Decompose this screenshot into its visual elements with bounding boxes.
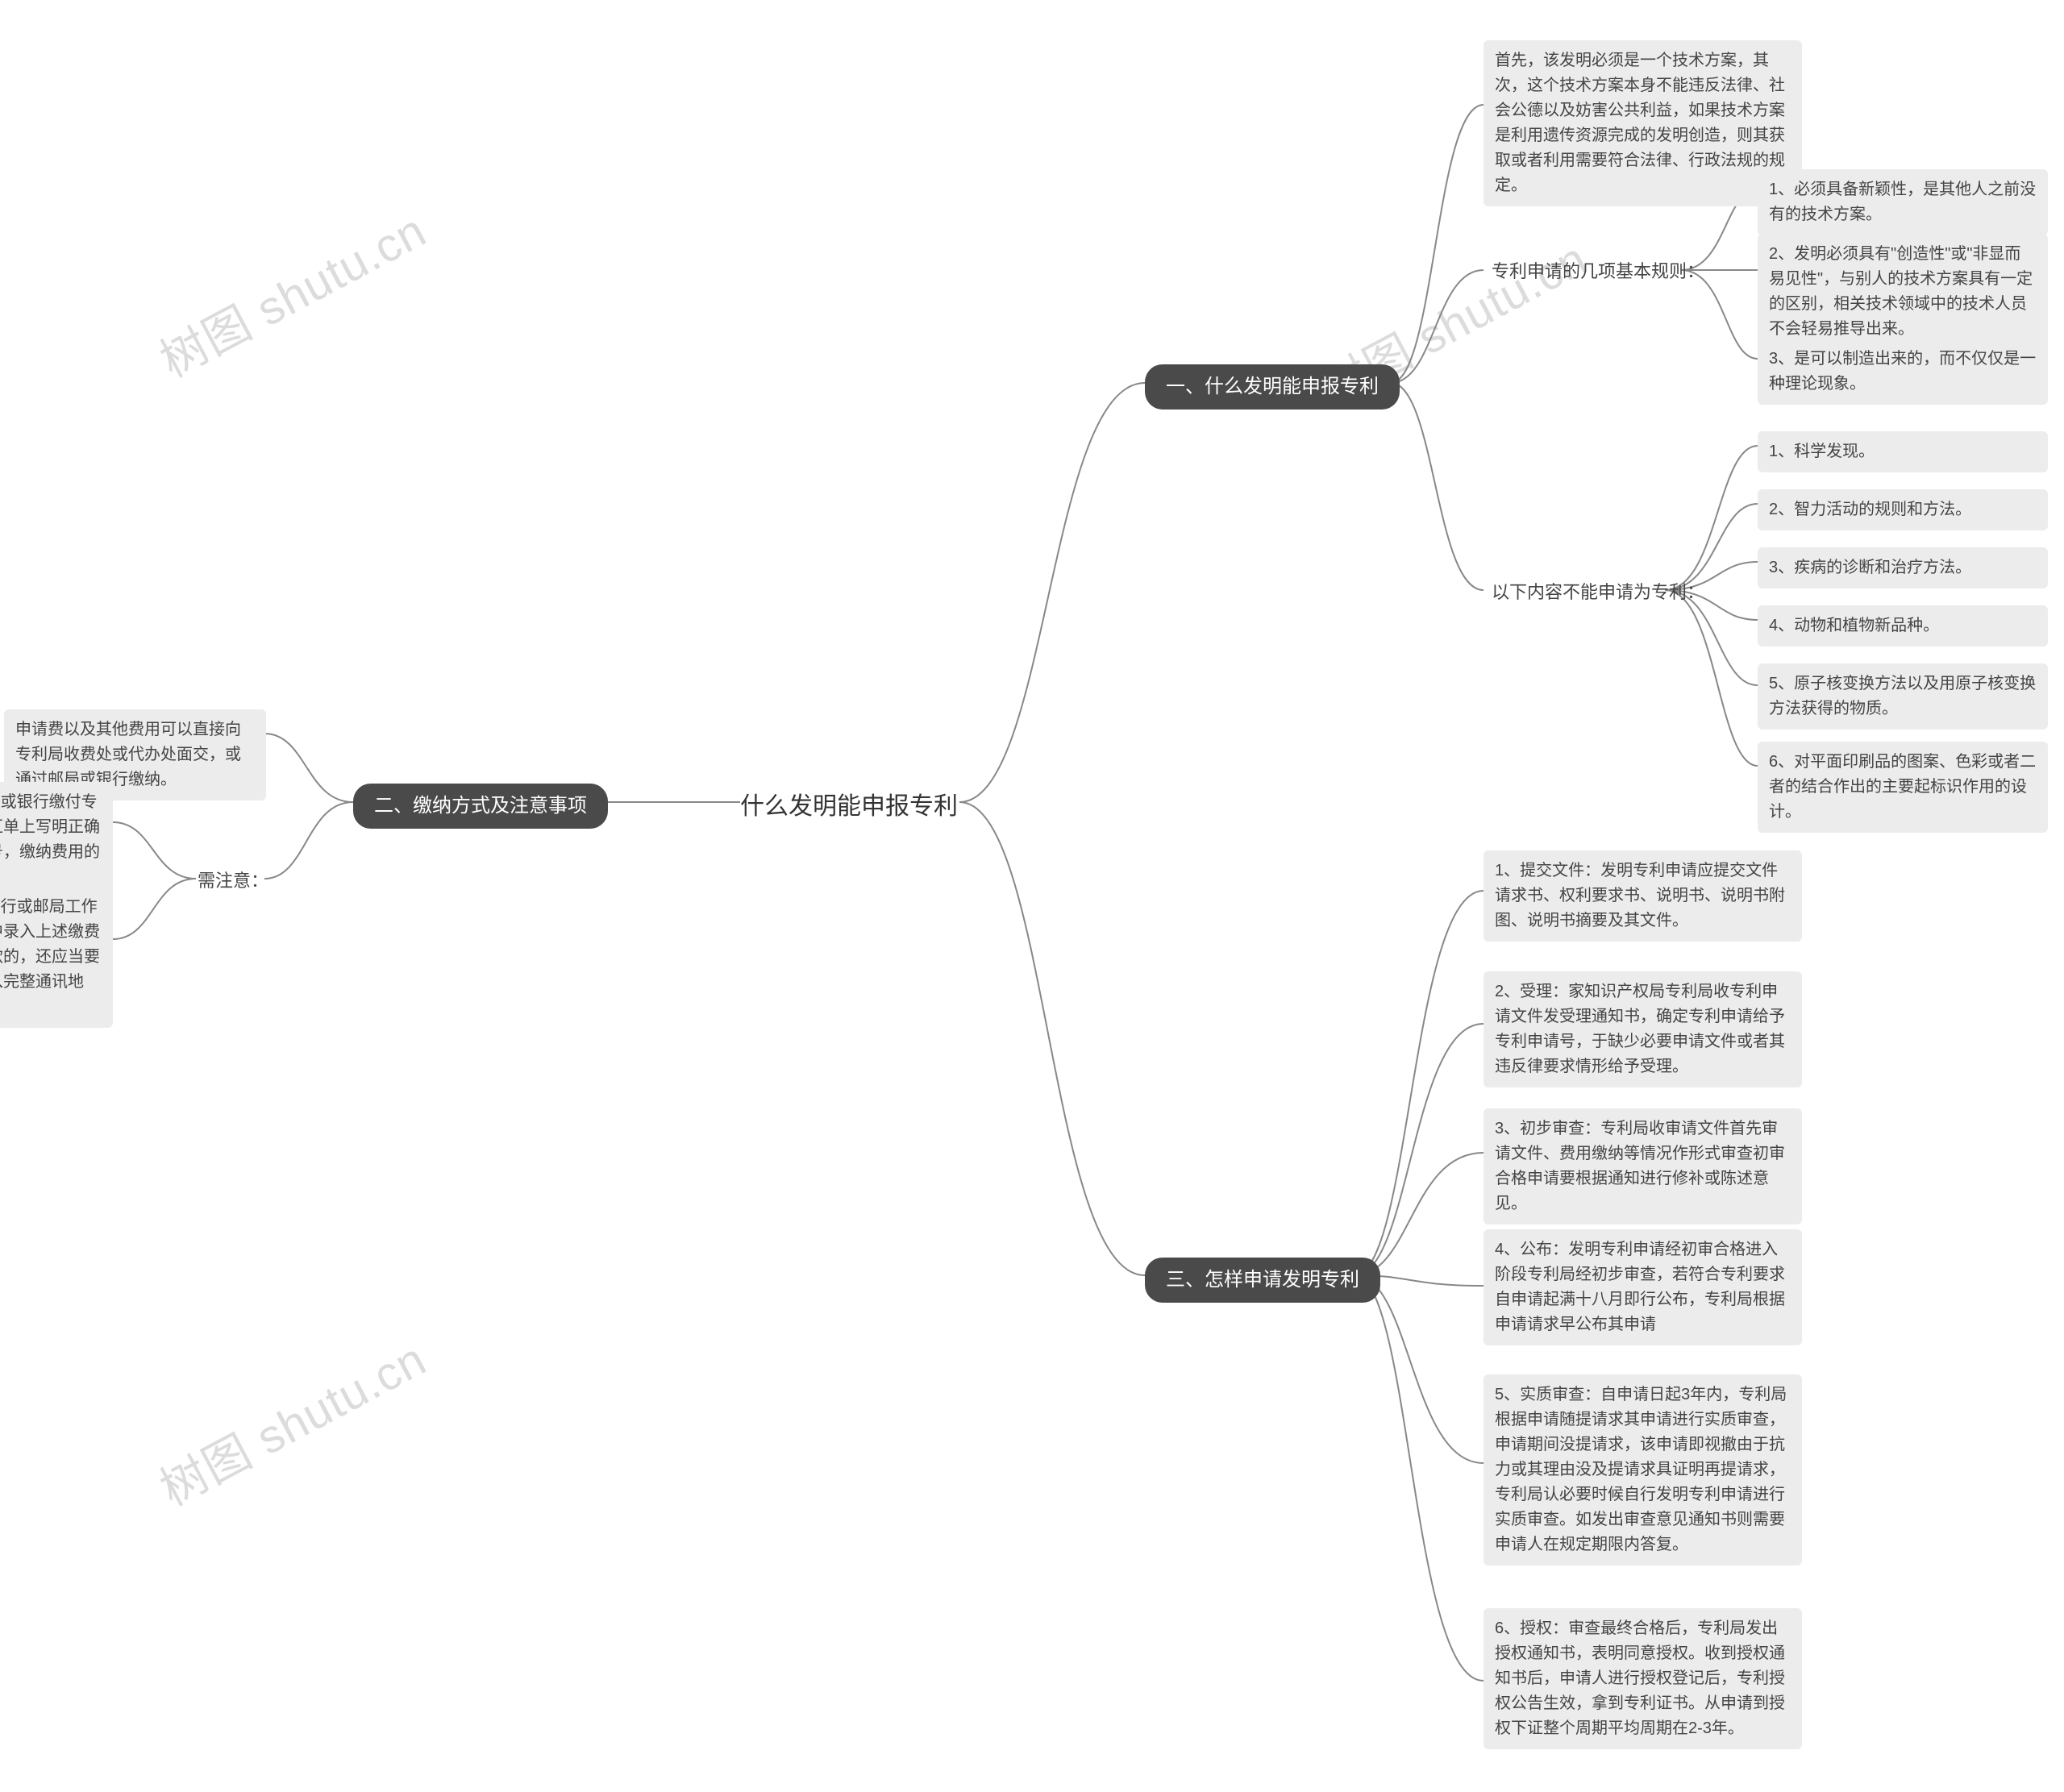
step-4-text: 4、公布：发明专利申请经初审合格进入阶段专利局经初步审查，若符合专利要求自申请起…	[1495, 1241, 1785, 1333]
exclude-2: 2、智力活动的规则和方法。	[1758, 489, 2048, 530]
section2-fee-text: 申请费以及其他费用可以直接向专利局收费处或代办处面交，或通过邮局或银行缴纳。	[15, 721, 241, 788]
rule-1: 1、必须具备新颖性，是其他人之前没有的技术方案。	[1758, 169, 2048, 235]
section3-pill: 三、怎样申请发明专利	[1145, 1258, 1380, 1303]
watermark: 树图 shutu.cn	[146, 1322, 435, 1519]
notice-label: 需注意：	[198, 867, 268, 894]
rule-3-text: 3、是可以制造出来的，而不仅仅是一种理论现象。	[1769, 350, 2036, 393]
exclude-6-text: 6、对平面印刷品的图案、色彩或者二者的结合作出的主要起标识作用的设计。	[1769, 753, 2036, 821]
section1-intro-text: 首先，该发明必须是一个技术方案，其次，这个技术方案本身不能违反法律、社会公德以及…	[1495, 52, 1785, 194]
notice-2: 2.汇款人应当要求银行或邮局工作人员在汇款附言栏中录入上述缴费信息，通过邮局汇款…	[0, 887, 113, 1028]
exclude-4-text: 4、动物和植物新品种。	[1769, 617, 1939, 634]
step-5-text: 5、实质审查：自申请日起3年内，专利局根据申请随提请求其申请进行实质审查，申请期…	[1495, 1386, 1787, 1553]
exclude-5: 5、原子核变换方法以及用原子核变换方法获得的物质。	[1758, 663, 2048, 730]
notice-label-text: 需注意：	[198, 871, 268, 891]
watermark: 树图 shutu.cn	[146, 193, 435, 390]
rule-3: 3、是可以制造出来的，而不仅仅是一种理论现象。	[1758, 339, 2048, 405]
exclude-label: 以下内容不能申请为专利：	[1492, 579, 1704, 605]
section1-title: 一、什么发明能申报专利	[1166, 376, 1379, 397]
rule-2: 2、发明必须具有"创造性"或"非显而易见性"，与别人的技术方案具有一定的区别，相…	[1758, 234, 2048, 350]
notice-2-text: 2.汇款人应当要求银行或邮局工作人员在汇款附言栏中录入上述缴费信息，通过邮局汇款…	[0, 898, 100, 1016]
mindmap-canvas: 树图 shutu.cn 树图 shutu.cn 树图 shutu.cn	[0, 0, 2064, 1792]
rules-label: 专利申请的几项基本规则：	[1492, 258, 1704, 285]
step-6-text: 6、授权：审查最终合格后，专利局发出授权通知书，表明同意授权。收到授权通知书后，…	[1495, 1619, 1785, 1737]
exclude-1: 1、科学发现。	[1758, 431, 2048, 472]
section2-pill: 二、缴纳方式及注意事项	[353, 784, 608, 829]
exclude-3: 3、疾病的诊断和治疗方法。	[1758, 547, 2048, 588]
rule-2-text: 2、发明必须具有"创造性"或"非显而易见性"，与别人的技术方案具有一定的区别，相…	[1769, 245, 2033, 338]
section1-intro-box: 首先，该发明必须是一个技术方案，其次，这个技术方案本身不能违反法律、社会公德以及…	[1484, 40, 1802, 206]
step-2-text: 2、受理：家知识产权局专利局收专利申请文件发受理通知书，确定专利申请给予专利申请…	[1495, 983, 1785, 1075]
section3-title: 三、怎样申请发明专利	[1166, 1269, 1359, 1291]
exclude-3-text: 3、疾病的诊断和治疗方法。	[1769, 559, 1971, 576]
exclude-label-text: 以下内容不能申请为专利：	[1492, 582, 1704, 602]
rule-1-text: 1、必须具备新颖性，是其他人之前没有的技术方案。	[1769, 181, 2036, 223]
root-label: 什么发明能申报专利	[740, 793, 958, 820]
step-6: 6、授权：审查最终合格后，专利局发出授权通知书，表明同意授权。收到授权通知书后，…	[1484, 1608, 1802, 1749]
exclude-6: 6、对平面印刷品的图案、色彩或者二者的结合作出的主要起标识作用的设计。	[1758, 742, 2048, 833]
step-1-text: 1、提交文件：发明专利申请应提交文件请求书、权利要求书、说明书、说明书附图、说明…	[1495, 862, 1785, 929]
notice-1: 1.缴费人在通过邮局或银行缴付专利费用时，应当在汇单上写明正确的申请号或者专利号…	[0, 782, 113, 898]
step-3-text: 3、初步审查：专利局收审请文件首先审请文件、费用缴纳等情况作形式审查初审合格申请…	[1495, 1120, 1785, 1212]
exclude-4: 4、动物和植物新品种。	[1758, 605, 2048, 647]
section1-pill: 一、什么发明能申报专利	[1145, 364, 1400, 410]
rules-label-text: 专利申请的几项基本规则：	[1492, 261, 1704, 281]
section2-title: 二、缴纳方式及注意事项	[374, 795, 587, 817]
step-3: 3、初步审查：专利局收审请文件首先审请文件、费用缴纳等情况作形式审查初审合格申请…	[1484, 1108, 1802, 1224]
step-4: 4、公布：发明专利申请经初审合格进入阶段专利局经初步审查，若符合专利要求自申请起…	[1484, 1229, 1802, 1345]
exclude-5-text: 5、原子核变换方法以及用原子核变换方法获得的物质。	[1769, 675, 2036, 717]
step-1: 1、提交文件：发明专利申请应提交文件请求书、权利要求书、说明书、说明书附图、说明…	[1484, 850, 1802, 942]
exclude-2-text: 2、智力活动的规则和方法。	[1769, 501, 1971, 518]
notice-1-text: 1.缴费人在通过邮局或银行缴付专利费用时，应当在汇单上写明正确的申请号或者专利号…	[0, 793, 100, 886]
step-2: 2、受理：家知识产权局专利局收专利申请文件发受理通知书，确定专利申请给予专利申请…	[1484, 971, 1802, 1087]
step-5: 5、实质审查：自申请日起3年内，专利局根据申请随提请求其申请进行实质审查，申请期…	[1484, 1374, 1802, 1565]
root-node: 什么发明能申报专利	[740, 788, 958, 825]
exclude-1-text: 1、科学发现。	[1769, 443, 1875, 460]
